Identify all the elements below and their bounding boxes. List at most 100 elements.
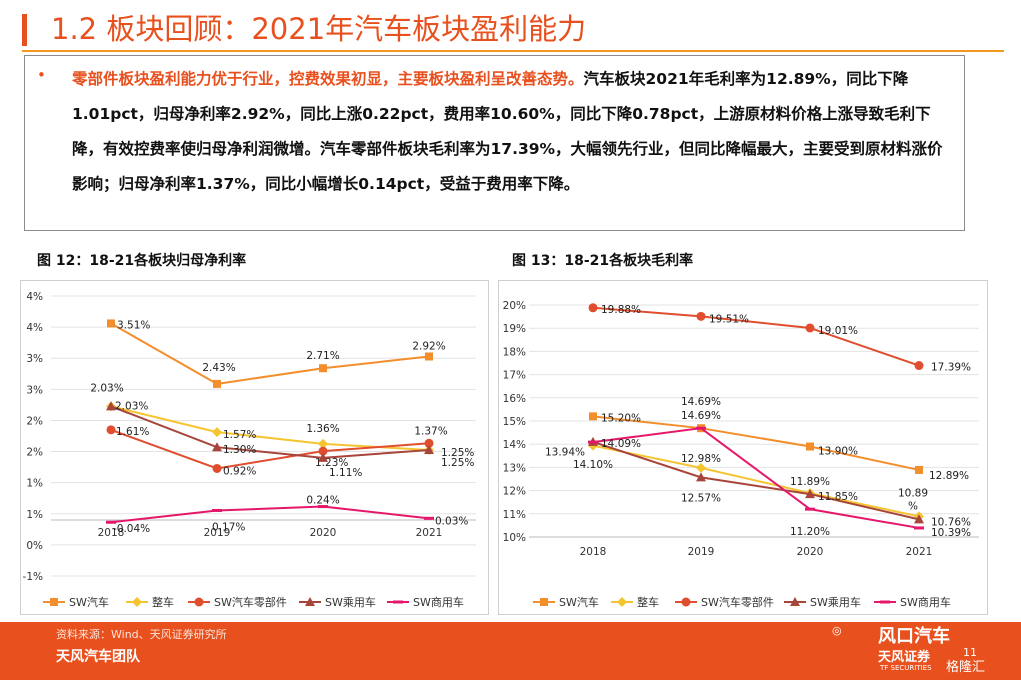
data-point [318,438,328,449]
data-label: 13.90% [818,446,858,458]
data-label: % [908,500,918,512]
y-tick-label: 18% [503,346,526,358]
data-label: 10.89 [898,487,928,499]
data-label: 14.69% [681,410,721,422]
y-tick-label: 1% [26,478,43,490]
data-label: 1.11% [329,467,362,479]
legend-label: SW汽车零部件 [701,595,774,609]
series-line [592,427,920,529]
series-line [592,444,920,518]
chart-gross-margin: 10% 11% 12% 13% 14% 15% 16% 17% 18% 19% 20% 2018 201… [498,280,988,615]
data-label: 1.36% [306,423,339,435]
data-label: 1.25% [441,457,474,469]
data-point [212,508,222,512]
y-tick-label: 3% [26,384,43,396]
chart-net-margin: -1% 0% 1% 1% 2% 2% 3% 3% 4% 4% 2018 2019 2020 2021 3.5… [20,280,489,615]
data-point [915,465,923,474]
y-tick-label: 16% [503,393,526,405]
data-point [106,425,116,435]
fig12-title: 图 12：18-21各板块归母净利率 [37,253,247,269]
data-label: 2.03% [90,382,123,394]
data-label: 1.37% [414,425,447,437]
page-title: 1.2 板块回顾：2021年汽车板块盈利能力 [51,12,587,46]
data-point [318,446,328,456]
data-label: 11.85% [818,491,858,503]
data-point [424,438,434,448]
data-label: 12.89% [929,470,969,482]
data-label: 10.76% [931,516,971,528]
y-tick-label: 0% [26,540,43,552]
data-label: 14.69% [681,396,721,408]
legend-label: SW汽车零部件 [214,595,287,609]
legend-label: 整车 [152,595,174,609]
title-accent-bar [22,14,27,46]
y-tick-label: 1% [26,509,43,521]
series-line [592,440,920,521]
title-underline [22,50,1004,52]
data-point [212,463,222,473]
y-tick-label: 3% [26,353,43,365]
source-note: 资料来源：Wind、天风证券研究所 [56,628,227,641]
series-line [110,405,430,451]
data-label: 2.92% [412,340,445,352]
data-label: 2.03% [115,400,148,412]
data-point [589,412,597,421]
summary-body: 汽车板块2021年毛利率为12.89%，同比下降1.01pct，归母净利率2.9… [72,70,943,193]
legend-marker [132,597,142,607]
summary-text: 零部件板块盈利能力优于行业，控费效果初显，主要板块盈利呈改善态势。汽车板块202… [72,62,952,202]
data-label: 12.57% [681,492,721,504]
data-label: 3.51% [117,319,150,331]
data-point [588,440,598,444]
data-point [106,401,116,411]
x-tick-label: 2018 [580,546,607,558]
data-point [806,442,814,451]
data-point [212,442,222,452]
wechat-icon: ◎ [832,624,842,637]
data-label: 19.88% [601,304,641,316]
legend-label: SW乘用车 [325,595,376,609]
data-point [696,472,706,482]
y-tick-label: 17% [503,370,526,382]
data-label: 19.51% [709,313,749,325]
data-point [805,489,815,499]
x-tick-label: 2018 [98,527,125,539]
bullet-icon: • [37,66,46,84]
legend-marker [540,598,548,606]
y-tick-label: 4% [26,291,43,303]
data-label: 14.10% [573,459,613,471]
x-tick-label: 2021 [416,527,443,539]
series-line [592,415,920,471]
series-line [110,505,430,524]
data-label: 0.24% [306,495,339,507]
x-tick-label: 2020 [797,546,824,558]
data-label: 1.61% [116,426,149,438]
data-point [914,361,924,371]
data-label: 11.20% [790,526,830,538]
data-point [696,311,706,321]
y-tick-label: -1% [23,571,43,583]
data-point [107,319,115,328]
legend-label: SW商用车 [413,595,464,609]
legend-label: SW汽车 [69,595,109,609]
data-point [212,427,222,438]
data-label: 11.89% [790,476,830,488]
data-label: 0.92% [223,465,256,477]
y-tick-label: 10% [503,532,526,544]
data-label: 17.39% [931,362,971,374]
summary-highlight: 零部件板块盈利能力优于行业，控费效果初显，主要板块盈利呈改善态势。 [72,70,584,88]
page-number: 11 [963,646,977,659]
y-tick-label: 12% [503,486,526,498]
data-label: 1.25% [441,447,474,459]
tf-securities-logo-sub: TF SECURITIES [880,664,932,672]
data-label: 15.20% [601,412,641,424]
data-point [106,520,116,524]
tf-securities-logo: 天风证券 [878,650,931,665]
data-point [805,323,815,333]
legend-marker [393,600,403,604]
series-line [110,405,430,459]
data-point [696,462,706,473]
data-label: 0.03% [435,515,468,527]
legend-marker [50,598,58,606]
data-point [318,505,328,509]
legend-marker [880,600,890,604]
